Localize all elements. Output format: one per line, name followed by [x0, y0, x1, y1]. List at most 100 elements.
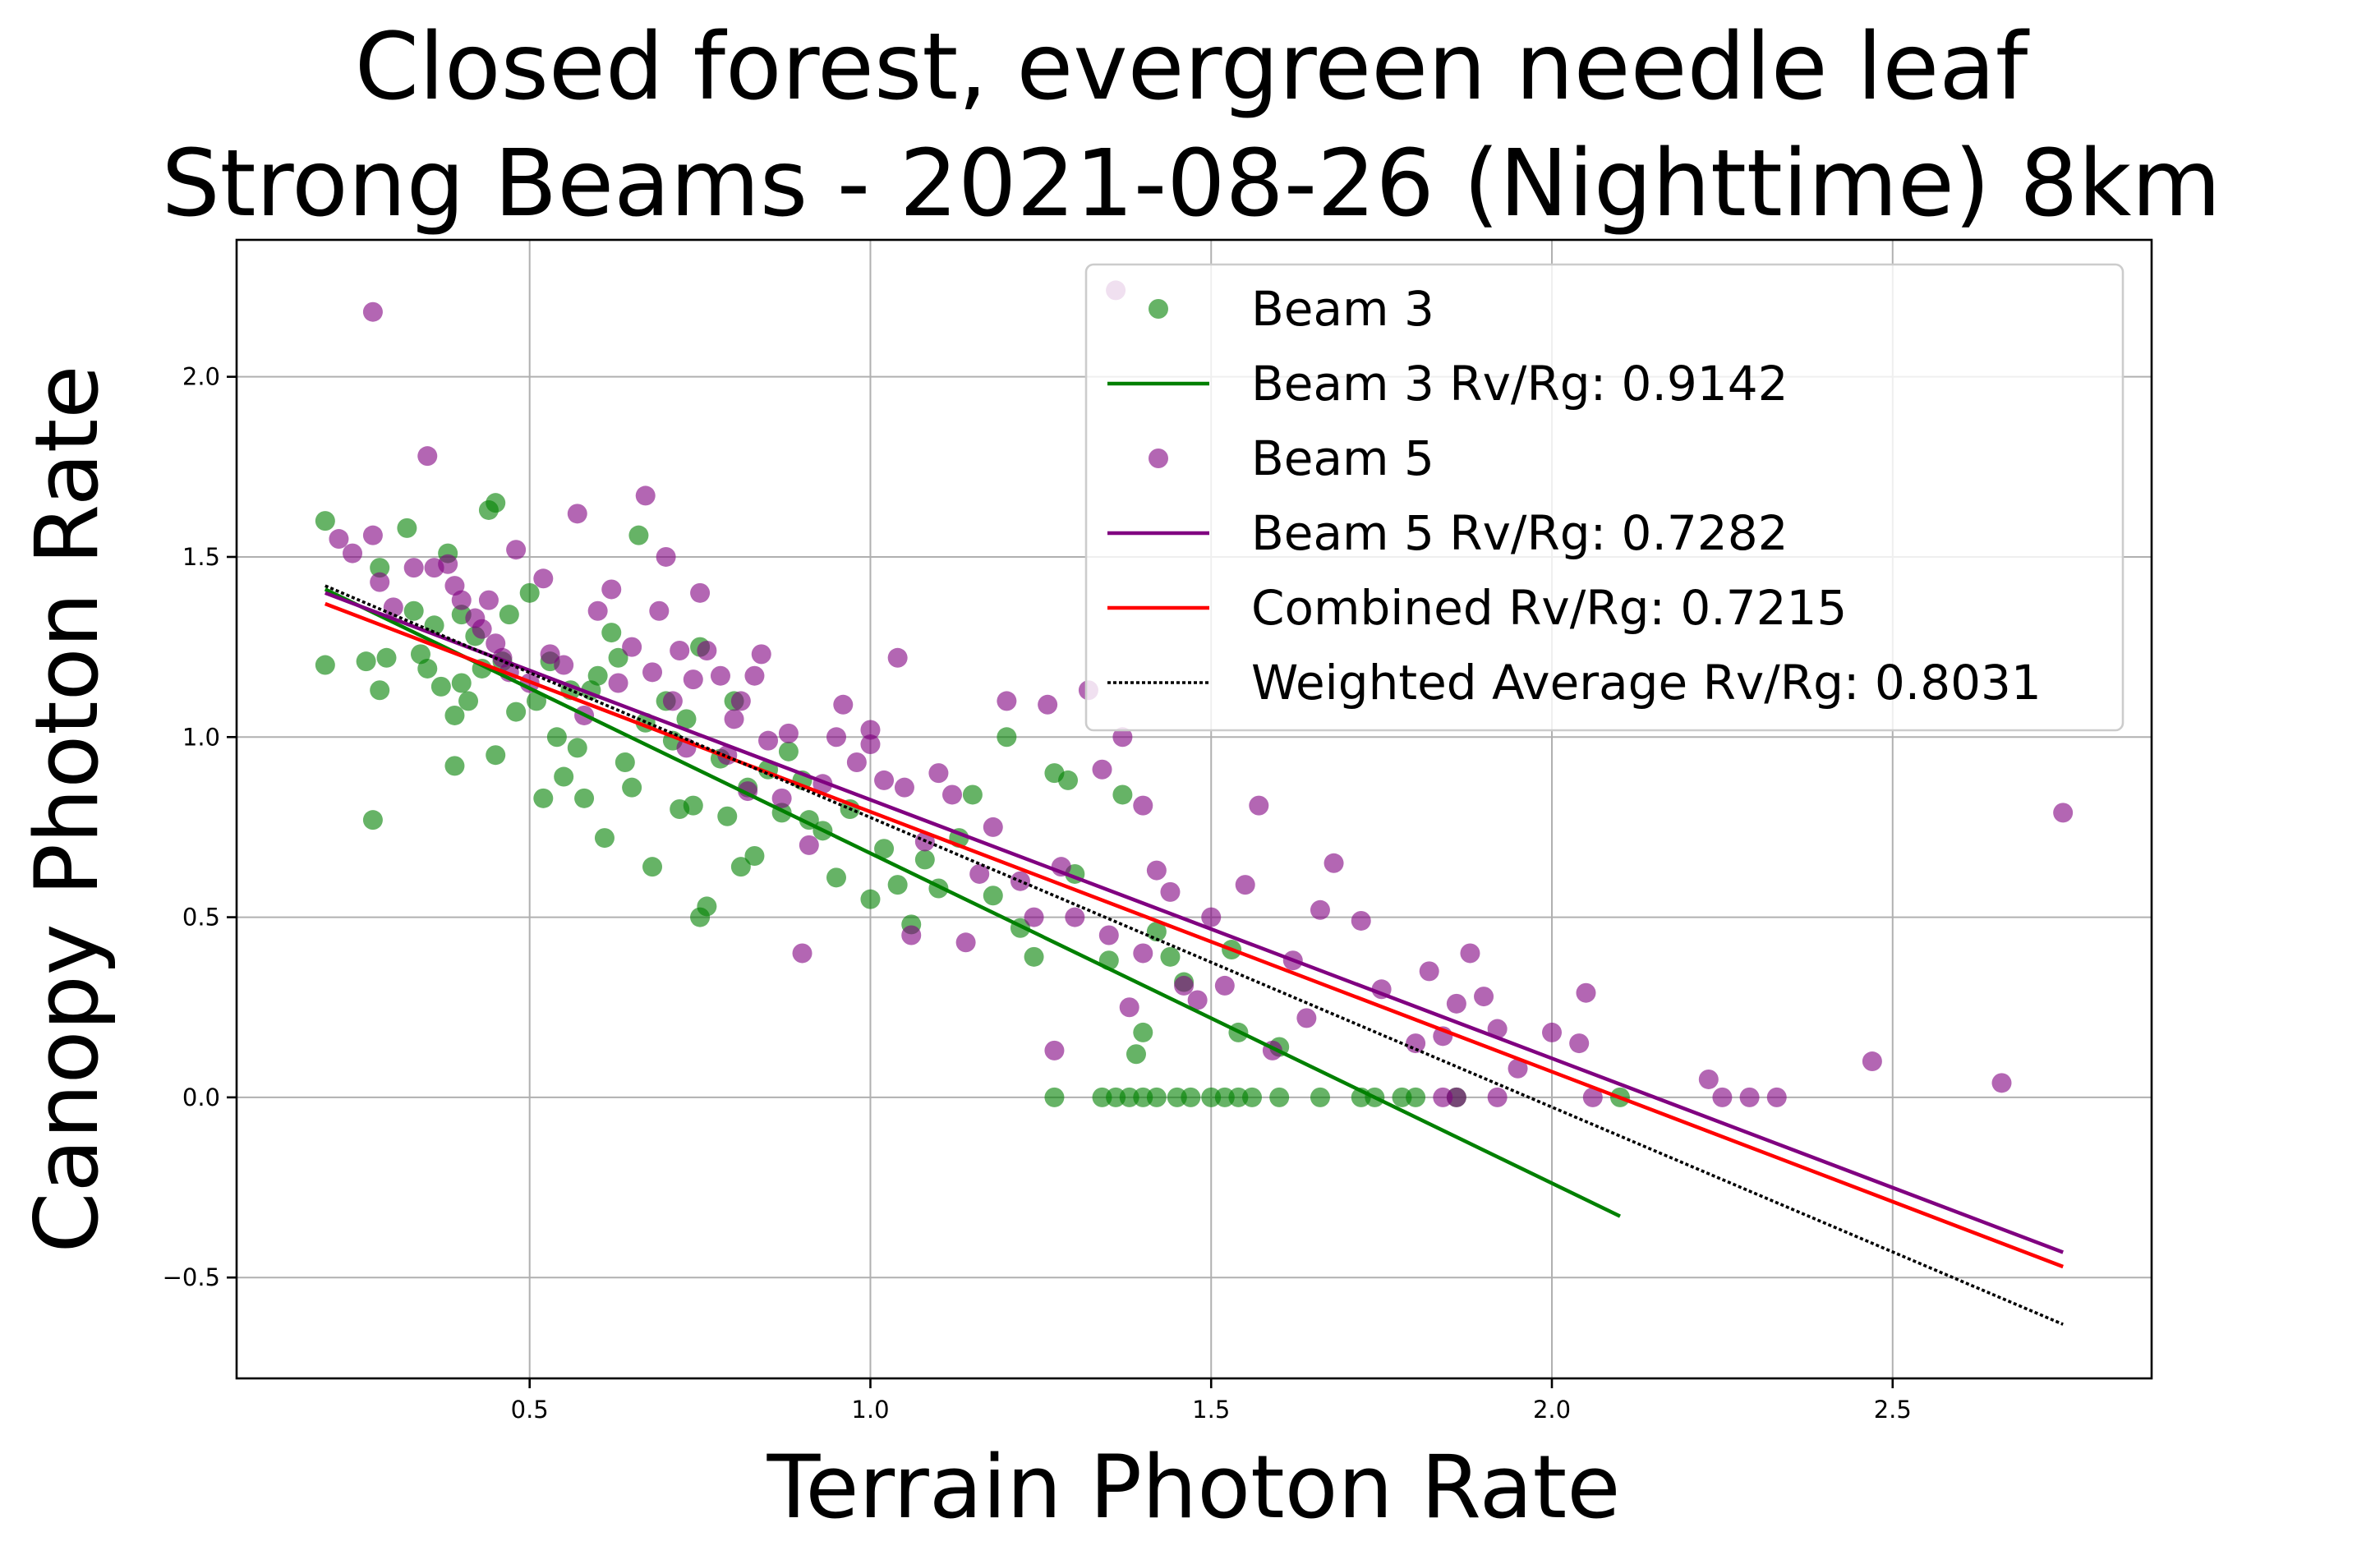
- y-axis-label: Canopy Photon Rate: [16, 365, 117, 1253]
- beam-5-point: [417, 446, 438, 467]
- beam-3-point: [458, 691, 479, 711]
- legend-label: Beam 5: [1251, 430, 1434, 486]
- beam-3-point: [1106, 1087, 1126, 1107]
- beam-5-point: [1112, 727, 1133, 748]
- beam-3-point: [1058, 770, 1079, 790]
- beam-3-point: [887, 875, 908, 895]
- beam-5-point: [860, 734, 881, 755]
- combined-rvrg-fit-line: [324, 601, 2065, 1269]
- beam-3-point: [486, 493, 506, 513]
- beam-3-point: [1201, 1087, 1222, 1107]
- beam-5-point: [1098, 925, 1119, 945]
- beam-3-point: [370, 680, 390, 701]
- beam-5-point: [329, 529, 349, 550]
- beam-3-point: [1092, 1087, 1112, 1107]
- beam-3-point: [997, 727, 1017, 748]
- beam-3-point: [587, 665, 608, 686]
- beam-5-point: [506, 540, 527, 560]
- beam-5-point: [942, 784, 963, 805]
- beam-3-point: [860, 889, 881, 909]
- beam-3-point: [370, 558, 390, 578]
- beam-5-point: [1174, 975, 1195, 996]
- beam-5-point: [778, 723, 799, 743]
- beam-5-point: [642, 662, 663, 683]
- beam-5-point: [1201, 907, 1222, 927]
- beam-5-point: [730, 691, 751, 711]
- beam-3-point: [594, 828, 615, 849]
- beam-5-point: [451, 590, 472, 610]
- beam-3-point: [730, 857, 751, 877]
- beam-5-point: [540, 644, 560, 665]
- y-axis-ticks: −0.5 0.0 0.5 1.0 1.5 2.0: [163, 363, 237, 1291]
- beam-5-point: [690, 582, 711, 603]
- beam-3-point: [1044, 1087, 1065, 1107]
- beam-5-point: [1160, 881, 1181, 902]
- beam-3-point: [362, 810, 383, 830]
- beam-3-point: [1160, 946, 1181, 967]
- legend-marker: [1149, 299, 1168, 319]
- beam-5-point: [1712, 1087, 1733, 1107]
- legend-label: Beam 5 Rv/Rg: 0.7282: [1251, 505, 1788, 561]
- beam-5-point: [403, 558, 424, 578]
- beam-5-point: [1474, 987, 1494, 1007]
- beam-3-point: [1310, 1087, 1330, 1107]
- beam-5-point: [343, 543, 363, 564]
- legend-label: Combined Rv/Rg: 0.7215: [1251, 580, 1847, 636]
- beam-5-point: [567, 504, 587, 524]
- beam-5-point: [1351, 910, 1371, 931]
- beam-3-point: [546, 727, 567, 748]
- beam-5-point: [1133, 795, 1153, 816]
- beam-3-point: [601, 623, 622, 643]
- beam-5-point: [1133, 943, 1153, 964]
- beam-3-point: [315, 655, 335, 675]
- beam-3-point: [417, 658, 438, 679]
- beam-3-point: [315, 511, 335, 531]
- beam-5-point: [683, 669, 703, 690]
- x-tick-label: 2.5: [1874, 1396, 1912, 1424]
- beam-3-point: [567, 738, 587, 758]
- beam-5-point: [1235, 875, 1255, 895]
- weighted-average-fit-line: [325, 584, 2064, 1326]
- beam-5-point: [894, 777, 914, 798]
- beam-5-point: [1487, 1087, 1508, 1107]
- beam-5-point: [1296, 1008, 1317, 1028]
- beam-5-point: [1508, 1058, 1528, 1079]
- beam-5-point: [969, 863, 990, 884]
- beam-3-point: [506, 702, 527, 722]
- beam-5-point: [587, 600, 608, 621]
- beam-5-point: [1446, 1087, 1466, 1107]
- beam-5-point: [1092, 759, 1112, 780]
- beam-5-point: [697, 641, 717, 661]
- beam-5-point: [601, 579, 622, 600]
- beam-3-point: [615, 752, 635, 772]
- beam-5-point: [874, 770, 895, 790]
- beam-5-point: [1739, 1087, 1760, 1107]
- beam-5-point: [1446, 993, 1466, 1014]
- beam-5-point: [670, 641, 690, 661]
- beam-5-point: [799, 835, 819, 855]
- beam-5-point: [383, 597, 403, 618]
- beam-5-point: [1576, 982, 1596, 1003]
- beam-3-point: [554, 766, 574, 787]
- beam-5-point: [635, 485, 656, 506]
- beam-5-point: [1038, 694, 1058, 715]
- beam-5-point: [1433, 1087, 1453, 1107]
- beam-3-point: [430, 676, 451, 697]
- beam-3-fit-line: [324, 587, 1621, 1218]
- beam-5-point: [1214, 975, 1235, 996]
- legend-label: Beam 3 Rv/Rg: 0.9142: [1251, 356, 1788, 412]
- beam-5-point: [751, 644, 771, 665]
- beam-3-point: [744, 846, 765, 867]
- chart-title-line1: Closed forest, evergreen needle leaf: [355, 14, 2030, 121]
- beam-5-point: [1044, 1040, 1065, 1060]
- beam-3-point: [1167, 1087, 1187, 1107]
- legend-label: Weighted Average Rv/Rg: 0.8031: [1251, 655, 2042, 711]
- y-tick-label: 1.0: [182, 723, 220, 751]
- beam-5-point: [656, 546, 676, 567]
- beam-5-fit-line: [325, 591, 2064, 1254]
- beam-3-point: [574, 788, 595, 808]
- beam-3-point: [983, 886, 1003, 906]
- beam-5-point: [833, 694, 854, 715]
- beam-5-point: [860, 720, 881, 740]
- beam-5-point: [826, 727, 846, 748]
